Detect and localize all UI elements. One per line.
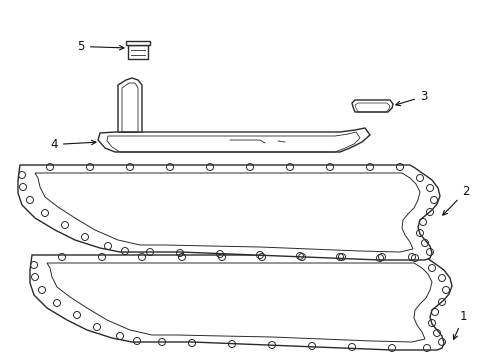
Polygon shape [118, 78, 142, 132]
Polygon shape [351, 100, 392, 112]
Polygon shape [98, 128, 369, 152]
Polygon shape [128, 45, 148, 59]
Text: 5: 5 [78, 40, 124, 53]
Polygon shape [126, 41, 150, 45]
Text: 1: 1 [452, 310, 467, 339]
Polygon shape [18, 165, 439, 260]
Text: 2: 2 [442, 185, 468, 215]
Text: 3: 3 [395, 90, 427, 106]
Text: 4: 4 [50, 138, 96, 151]
Polygon shape [30, 255, 451, 350]
